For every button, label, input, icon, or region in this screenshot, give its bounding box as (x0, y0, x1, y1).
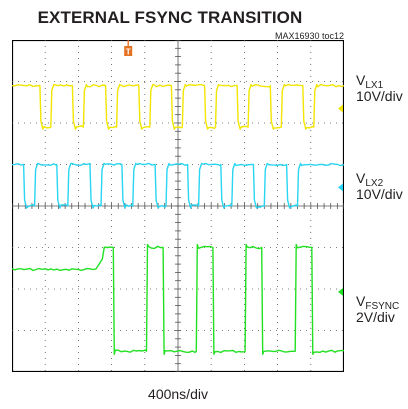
series-label-vlx1: VLX1 10V/div (356, 72, 403, 104)
trace-vfsync (12, 243, 344, 355)
series-name-vfsync: V (356, 293, 366, 309)
trace-vlx2 (12, 162, 344, 209)
trigger-box (124, 46, 133, 56)
channel-marker-vlx1 (338, 104, 343, 113)
series-name-vlx2: V (356, 170, 366, 186)
series-scale-vfsync: 2V/div (356, 309, 395, 325)
traces (12, 83, 344, 355)
series-scale-vlx2: 10V/div (356, 186, 403, 202)
oscilloscope-screen: T (12, 40, 344, 372)
figure-id: MAX16930 toc12 (274, 31, 344, 41)
trigger-marker: T (124, 40, 133, 57)
channel-marker-vfsync (338, 287, 343, 296)
chart-title: EXTERNAL FSYNC TRANSITION (37, 8, 303, 27)
series-label-vlx2: VLX2 10V/div (356, 170, 403, 202)
series-scale-vlx1: 10V/div (356, 88, 403, 104)
grid (12, 40, 344, 372)
channel-marker-vlx2 (338, 183, 343, 192)
trigger-letter: T (126, 48, 131, 57)
x-axis-label: 400ns/div (148, 386, 208, 402)
channel-markers (338, 104, 343, 296)
series-name-vlx1: V (356, 72, 366, 88)
series-label-vfsync: VFSYNC 2V/div (356, 293, 400, 325)
trace-vlx1 (12, 83, 344, 130)
